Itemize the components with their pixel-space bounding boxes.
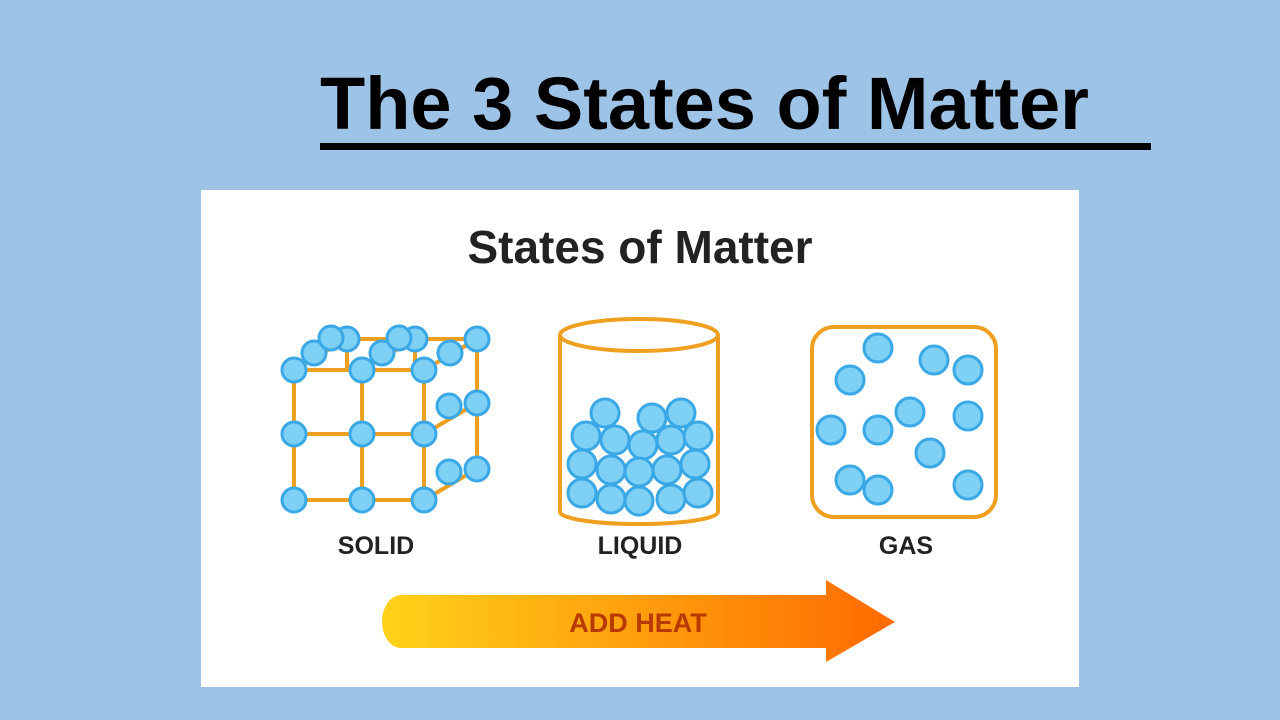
- particle: [623, 456, 655, 488]
- particle: [834, 464, 866, 496]
- particle: [410, 420, 438, 448]
- diagram-canvas: States of Matter SOLID LIQUID GAS ADD HE…: [280, 221, 998, 662]
- states-of-matter-diagram: States of Matter SOLID LIQUID GAS ADD HE…: [201, 190, 1079, 687]
- particle: [280, 486, 308, 514]
- particle: [570, 420, 602, 452]
- gas-container: [810, 325, 998, 519]
- particle: [952, 354, 984, 386]
- solid-particles: [280, 324, 491, 514]
- particle: [665, 397, 697, 429]
- particle: [385, 324, 413, 352]
- gas-particles: [815, 332, 984, 506]
- particle: [599, 424, 631, 456]
- particle: [815, 414, 847, 446]
- particle: [682, 477, 714, 509]
- particle: [463, 455, 491, 483]
- particle: [348, 356, 376, 384]
- particle: [679, 448, 711, 480]
- particle: [655, 483, 687, 515]
- particle: [914, 437, 946, 469]
- particle: [300, 339, 328, 367]
- particle: [595, 483, 627, 515]
- particle: [566, 477, 598, 509]
- particle: [636, 402, 668, 434]
- particle: [655, 424, 687, 456]
- particle: [435, 458, 463, 486]
- particle: [410, 486, 438, 514]
- particle: [682, 420, 714, 452]
- particle: [952, 400, 984, 432]
- liquid-particles: [566, 397, 714, 517]
- particle: [566, 448, 598, 480]
- particle: [280, 356, 308, 384]
- particle: [952, 469, 984, 501]
- particle: [463, 389, 491, 417]
- particle: [862, 332, 894, 364]
- particle: [435, 392, 463, 420]
- label-liquid: LIQUID: [598, 532, 683, 560]
- diagram-heading: States of Matter: [467, 221, 812, 273]
- label-gas: GAS: [879, 532, 933, 560]
- title-underline: [320, 143, 1151, 150]
- particle: [834, 364, 866, 396]
- particle: [463, 325, 491, 353]
- particle: [436, 339, 464, 367]
- particle: [410, 356, 438, 384]
- particle: [368, 339, 396, 367]
- arrow-label: ADD HEAT: [569, 608, 707, 638]
- liquid-beaker: [558, 317, 720, 526]
- slide-title: The 3 States of Matter: [320, 62, 1089, 145]
- particle: [623, 485, 655, 517]
- particle: [589, 397, 621, 429]
- particle: [651, 454, 683, 486]
- particle: [918, 344, 950, 376]
- particle: [894, 396, 926, 428]
- particle: [280, 420, 308, 448]
- particle: [862, 474, 894, 506]
- add-heat-arrow: [382, 580, 895, 662]
- particle: [348, 486, 376, 514]
- particle: [348, 420, 376, 448]
- particle: [862, 414, 894, 446]
- particle: [317, 324, 345, 352]
- particle: [595, 454, 627, 486]
- label-solid: SOLID: [338, 532, 414, 560]
- particle: [627, 429, 659, 461]
